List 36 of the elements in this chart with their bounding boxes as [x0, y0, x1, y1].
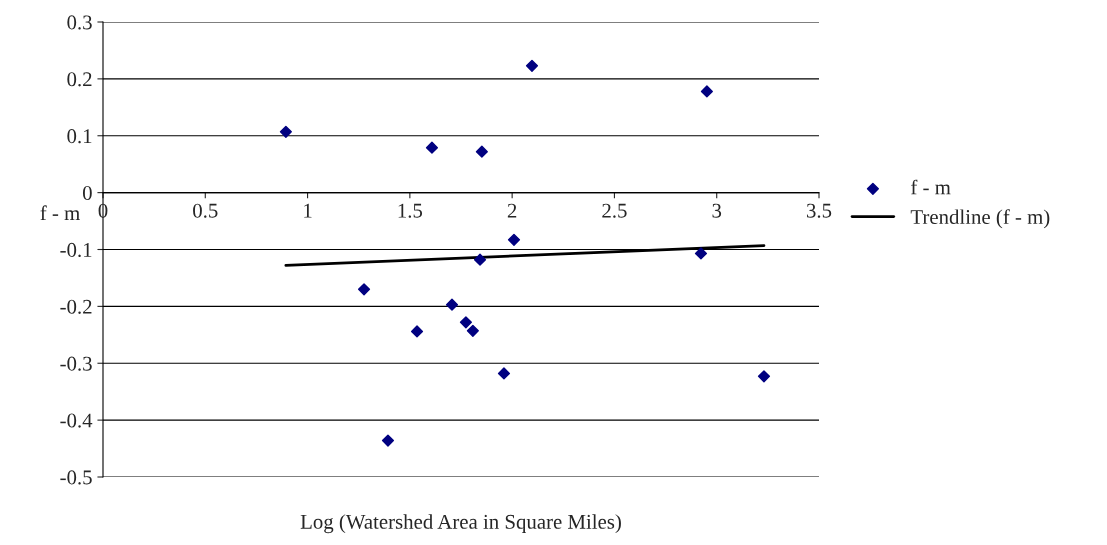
y-tick-label: 0.2 — [67, 72, 92, 87]
x-tick-label: 3 — [712, 203, 722, 218]
point — [507, 233, 521, 246]
legend-label: Trendline (f - m) — [910, 209, 1050, 229]
point — [475, 145, 488, 158]
point — [381, 434, 395, 447]
point — [757, 370, 771, 383]
x-axis-title: Log (Watershed Area in Square Miles) — [300, 514, 621, 534]
y-tick-label: -0.2 — [60, 299, 92, 314]
point — [473, 253, 487, 266]
x-tick-label: 3.5 — [806, 203, 832, 218]
point — [279, 125, 292, 138]
x-tick-label: 1 — [304, 203, 312, 218]
point — [700, 85, 713, 98]
point — [357, 283, 371, 296]
y-tick-label: -0.4 — [60, 413, 93, 428]
point — [425, 141, 439, 154]
point — [445, 298, 459, 311]
y-tick-label: 0 — [82, 186, 92, 201]
point — [410, 325, 424, 338]
x-tick-label: 2 — [507, 203, 517, 218]
point — [525, 59, 539, 72]
x-tick-label: 0.5 — [193, 203, 218, 218]
y-axis-title: f - m — [40, 205, 80, 221]
y-tick-label: -0.1 — [60, 242, 92, 258]
point — [497, 367, 511, 380]
y-tick-label: 0.3 — [67, 15, 92, 30]
point — [459, 316, 472, 329]
point — [694, 247, 708, 260]
point — [466, 324, 479, 337]
x-tick-label: 1.5 — [398, 203, 423, 218]
y-tick-label: -0.5 — [60, 470, 92, 485]
y-tick-label: 0.1 — [67, 129, 92, 144]
y-tick-label: -0.3 — [60, 356, 92, 371]
x-tick-label: 2.5 — [602, 203, 627, 218]
legend-label: f - m — [911, 179, 951, 195]
